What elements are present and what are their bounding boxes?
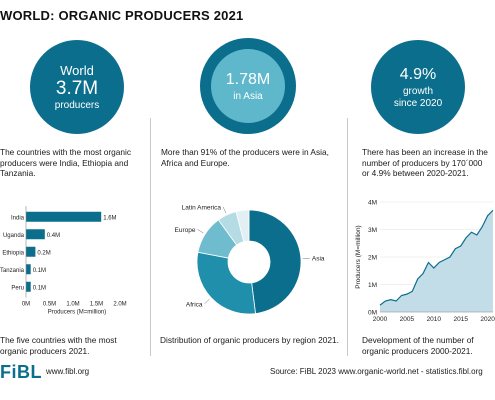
bar-value-label: 1.6M <box>103 215 116 221</box>
bar-value-label: 0.1M <box>33 285 46 291</box>
area-fill <box>380 210 493 312</box>
asia-outer-circle: 1.78M in Asia <box>200 38 296 134</box>
y-axis-label: Producers (M=million) <box>355 225 362 288</box>
page-title: WORLD: ORGANIC PRODUCERS 2021 <box>0 8 244 23</box>
bar-value-label: 0.2M <box>37 250 50 256</box>
donut-slice <box>248 209 302 315</box>
asia-label: in Asia <box>233 91 263 102</box>
caption-middle: Distribution of organic producers by reg… <box>160 335 339 345</box>
area-line <box>379 209 494 306</box>
growth-label: growth <box>402 86 433 97</box>
donut-leader-line <box>204 298 210 304</box>
growth-since-label: since 2020 <box>393 98 443 109</box>
caption-left: The five countries with the most organic… <box>0 335 117 356</box>
bar <box>26 246 36 257</box>
growth-value: 4.9% <box>399 66 437 83</box>
bar-category-label: Peru <box>11 285 24 291</box>
world-label: World <box>60 62 94 78</box>
x-tick-label: 2020 <box>480 316 495 323</box>
bar-category-label: Tanzania <box>0 268 25 274</box>
producers-area-chart: 0M 1M 2M 3M 4M 2000 2005 2010 2015 2020 Producers … <box>355 200 495 324</box>
donut-slice-label: Latin America <box>182 204 222 211</box>
donut-slice-label: Africa <box>186 301 203 308</box>
donut-leader-line <box>197 229 204 234</box>
bar <box>26 281 31 292</box>
donut-slice-label: Europe <box>175 227 196 234</box>
description-middle: More than 91% of the producers were in A… <box>161 147 329 168</box>
x-tick-label: 1.5M <box>90 302 103 308</box>
bar-value-label: 0.1M <box>33 268 46 274</box>
x-tick-label: 2000 <box>373 316 388 323</box>
top-countries-bar-chart: India 1.6M Uganda 0.4M Ethiopia 0.2M Tanzania 0… <box>0 206 127 316</box>
y-tick-label: 4M <box>368 200 377 207</box>
world-producers-label: producers <box>54 99 100 111</box>
bar <box>26 211 102 222</box>
x-axis-label: Producers (M=million) <box>48 310 107 316</box>
y-tick-label: 0M <box>368 310 377 317</box>
footer-url[interactable]: www.fibl.org <box>46 367 90 376</box>
x-tick-label: 2005 <box>400 316 415 323</box>
x-tick-label: 2.0M <box>113 302 126 308</box>
x-tick-label: 0.5M <box>43 302 56 308</box>
x-tick-label: 0M <box>22 302 30 308</box>
world-producers-circle: World 3.7M producers <box>30 40 124 134</box>
bar <box>26 264 31 275</box>
bar <box>26 229 45 240</box>
x-tick-label: 2010 <box>427 316 442 323</box>
asia-value: 1.78M <box>225 71 271 88</box>
donut-leader-line <box>222 206 227 214</box>
bar-value-label: 0.4M <box>47 233 60 239</box>
asia-inner-circle: 1.78M in Asia <box>211 49 285 123</box>
description-right: There has been an increase in the number… <box>362 147 488 178</box>
bar-category-label: Ethiopia <box>2 250 24 256</box>
y-tick-label: 2M <box>368 255 377 262</box>
x-tick-label: 2015 <box>453 316 468 323</box>
donut-slice-label: Asia <box>312 256 325 263</box>
donut-slice <box>196 251 256 315</box>
caption-right: Development of the number of organic pro… <box>362 335 474 356</box>
world-value: 3.7M <box>55 77 99 99</box>
bar-category-label: India <box>11 215 25 221</box>
region-donut-chart: Asia Africa Europe Latin America <box>175 204 325 315</box>
divider-left <box>150 118 151 356</box>
bar-category-label: Uganda <box>3 233 25 239</box>
y-tick-label: 3M <box>368 227 377 234</box>
y-tick-label: 1M <box>368 282 377 289</box>
description-left: The countries with the most organic prod… <box>0 147 131 178</box>
footer-source: Source: FiBL 2023 www.organic-world.net … <box>270 367 483 376</box>
fibl-logo: FiBL <box>0 362 42 382</box>
growth-circle: 4.9% growth since 2020 <box>371 40 465 134</box>
divider-right <box>347 118 348 356</box>
donut-slice <box>235 209 250 243</box>
x-tick-label: 1.0M <box>66 302 79 308</box>
